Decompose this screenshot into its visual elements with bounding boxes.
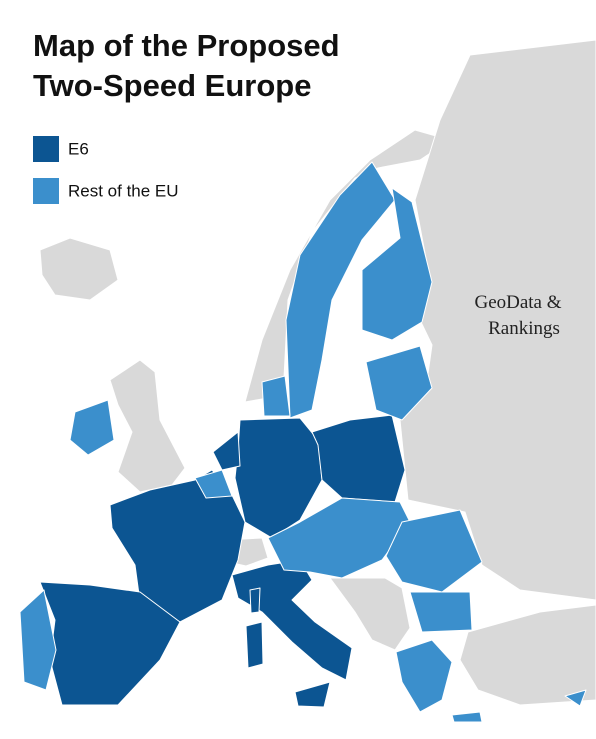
- watermark: Rankings: [488, 318, 560, 339]
- country: [212, 431, 241, 471]
- country: [311, 414, 406, 503]
- legend-label: Rest of the EU: [68, 181, 179, 200]
- country: [409, 591, 473, 633]
- country: [395, 639, 453, 713]
- east: [399, 39, 596, 601]
- country: [69, 399, 115, 456]
- britain: [109, 359, 186, 493]
- e6-countries: [39, 414, 406, 708]
- country: [109, 469, 246, 623]
- legend-swatch: [33, 178, 59, 204]
- country: [194, 469, 233, 499]
- country: [261, 375, 291, 417]
- country: [19, 589, 57, 691]
- legend-label: E6: [68, 139, 89, 158]
- norway: [244, 129, 452, 403]
- country: [361, 187, 433, 341]
- title-line: Map of the Proposed: [33, 28, 340, 63]
- turkey: [459, 604, 596, 706]
- iceland: [39, 237, 119, 301]
- country: [249, 587, 261, 614]
- non-eu-land: [39, 39, 596, 706]
- country: [245, 621, 264, 669]
- legend-swatch: [33, 136, 59, 162]
- balkans: [329, 577, 411, 651]
- country: [294, 681, 331, 708]
- country: [451, 711, 483, 723]
- country: [365, 345, 433, 421]
- country: [564, 689, 587, 707]
- title-line: Two-Speed Europe: [33, 68, 311, 103]
- watermark: GeoData &: [474, 292, 561, 313]
- rest-countries: [19, 161, 587, 723]
